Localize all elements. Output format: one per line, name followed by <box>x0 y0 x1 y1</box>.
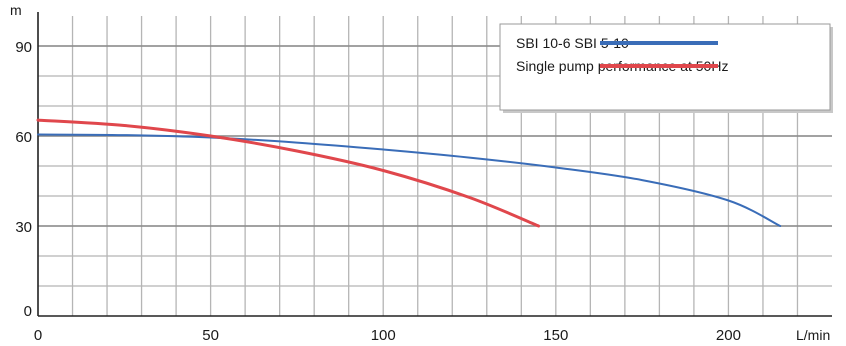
x-tick-label: 150 <box>543 327 568 344</box>
series-lines <box>36 118 782 228</box>
tick-labels: 0 50 100 150 200 0 30 60 90 <box>15 39 741 344</box>
axes <box>37 12 832 317</box>
y-tick-label: 60 <box>15 129 32 146</box>
x-tick-label: 200 <box>716 327 741 344</box>
legend-label: SBI 10-6 SBI 5-10 <box>516 35 629 51</box>
x-axis-unit: L/min <box>796 327 830 343</box>
series-line-1 <box>37 133 782 227</box>
y-tick-label: 90 <box>15 39 32 56</box>
series-line-2 <box>36 118 541 228</box>
x-tick-label: 0 <box>34 327 42 344</box>
x-tick-label: 100 <box>371 327 396 344</box>
y-tick-label: 30 <box>15 219 32 236</box>
y-axis-unit: m <box>10 2 22 18</box>
x-tick-label: 50 <box>202 327 219 344</box>
y-tick-label: 0 <box>24 303 32 320</box>
